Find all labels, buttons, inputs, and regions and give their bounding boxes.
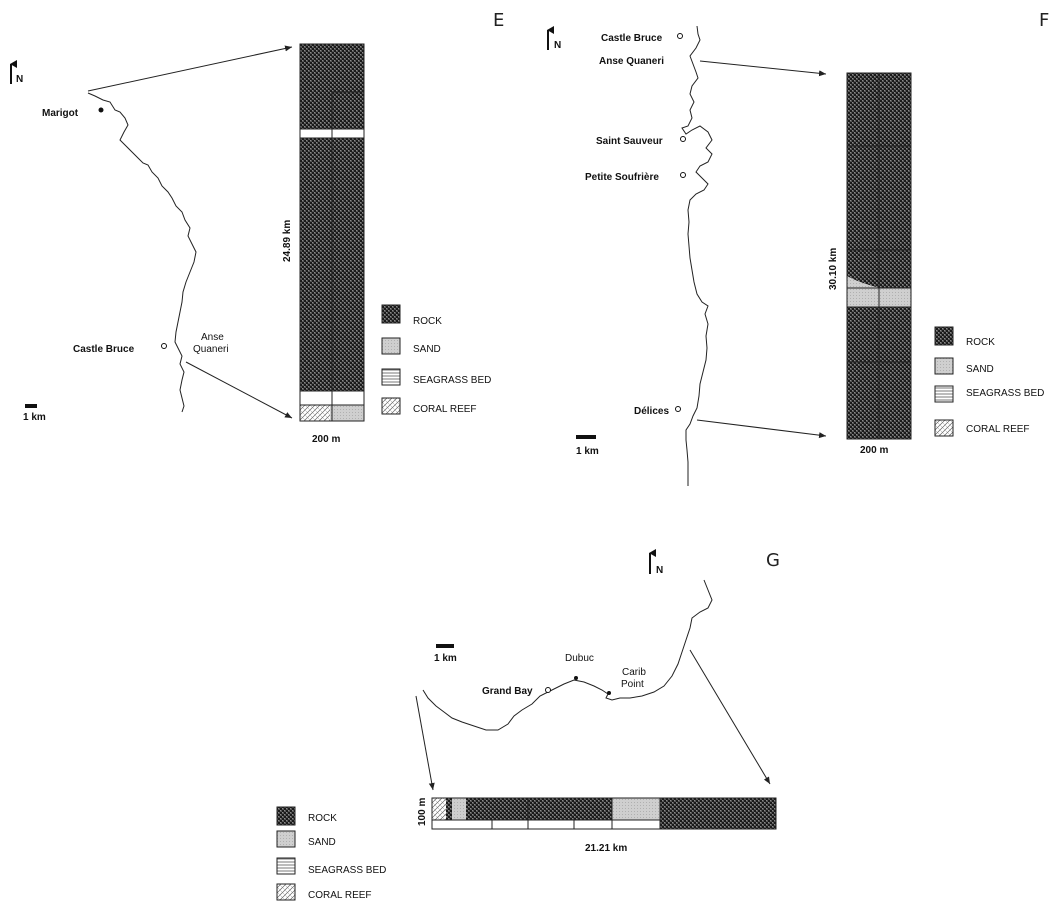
castle-bruce-label-e: Castle Bruce <box>73 344 135 355</box>
scale-bar-f: 1 km <box>576 435 599 457</box>
leader-arrow-f-bottom <box>696 419 827 439</box>
castle-bruce-dot-f <box>677 33 683 39</box>
legend-e-seagrass-label: SEAGRASS BED <box>413 375 491 386</box>
panel-g-letter: G <box>766 550 780 571</box>
north-label-f: N <box>554 40 561 51</box>
grand-bay-label: Grand Bay <box>482 686 533 697</box>
north-arrow-f: N <box>547 26 561 51</box>
legend-e-rock-swatch <box>381 304 401 324</box>
marigot-label: Marigot <box>42 108 79 119</box>
legend-g-sand-swatch <box>276 830 296 848</box>
saint-sauveur-dot <box>680 136 686 142</box>
leader-arrow-f-top <box>699 60 827 77</box>
strip-f-width-label: 200 m <box>860 445 888 456</box>
strip-f-length-label: 30.10 km <box>828 248 839 290</box>
petite-soufriere-label: Petite Soufrière <box>585 172 659 183</box>
legend-f-coral-label: CORAL REEF <box>966 424 1030 435</box>
panel-e: E N Marigot Castle Bruce Anse Quaneri 1 … <box>10 10 504 445</box>
carib-point-dot <box>607 691 611 695</box>
legend-f-seagrass-label: SEAGRASS BED <box>966 388 1044 399</box>
saint-sauveur-label: Saint Sauveur <box>596 136 663 147</box>
scale-bar-icon <box>25 404 37 408</box>
legend-g-coral-swatch <box>276 883 296 901</box>
strip-g-sand-2 <box>612 798 660 820</box>
north-label-e: N <box>16 74 23 85</box>
panel-g: G N Grand Bay Dubuc Carib Point 1 km <box>276 549 780 901</box>
legend-f-seagrass-swatch <box>934 385 954 403</box>
legend-f-coral-swatch <box>934 419 954 437</box>
legend-e-seagrass-swatch <box>381 368 401 386</box>
strip-g-rock-2 <box>466 798 612 820</box>
scale-label-g: 1 km <box>434 653 457 664</box>
delices-label: Délices <box>634 406 669 417</box>
legend-g-sand-label: SAND <box>308 837 336 848</box>
panel-f-letter: F <box>1039 10 1049 31</box>
strip-g-coral <box>432 798 446 820</box>
scale-bar-g: 1 km <box>434 644 457 664</box>
legend-g-rock-label: ROCK <box>308 813 337 824</box>
north-label-g: N <box>656 565 663 576</box>
habitat-strip-f <box>846 72 912 440</box>
legend-e-coral-label: CORAL REEF <box>413 404 477 415</box>
legend-g-coral-label: CORAL REEF <box>308 890 372 901</box>
legend-e-sand-label: SAND <box>413 344 441 355</box>
legend-g: ROCK SAND SEAGRASS BED CORAL REEF <box>276 806 386 901</box>
scale-bar-icon <box>436 644 454 648</box>
petite-soufriere-dot <box>680 172 686 178</box>
scale-label-f: 1 km <box>576 446 599 457</box>
strip-e-coral <box>300 405 330 421</box>
legend-g-seagrass-swatch <box>276 857 296 875</box>
habitat-strip-e <box>299 43 365 422</box>
legend-e-coral-swatch <box>381 397 401 415</box>
leader-arrow-e-top <box>87 45 293 92</box>
leader-arrow-g-right <box>689 649 771 785</box>
legend-f: ROCK SAND SEAGRASS BED CORAL REEF <box>934 326 1044 437</box>
grand-bay-dot <box>545 687 551 693</box>
strip-f-sand-wedge <box>847 276 880 288</box>
legend-f-rock-swatch <box>934 326 954 346</box>
dubuc-label: Dubuc <box>565 653 594 664</box>
leader-arrow-g-left <box>415 695 435 791</box>
strip-g-length-label: 21.21 km <box>585 843 627 854</box>
scale-label-e: 1 km <box>23 412 46 423</box>
legend-f-sand-label: SAND <box>966 364 994 375</box>
legend-e-rock-label: ROCK <box>413 316 442 327</box>
north-arrow-e: N <box>10 60 23 85</box>
legend-f-rock-label: ROCK <box>966 337 995 348</box>
legend-f-sand-swatch <box>934 357 954 375</box>
strip-g-rock-3 <box>660 798 776 829</box>
point-label: Point <box>621 679 644 690</box>
anse-quaneri-label-f: Anse Quaneri <box>599 56 664 67</box>
anse-label-e: Anse <box>201 332 224 343</box>
legend-e: ROCK SAND SEAGRASS BED CORAL REEF <box>381 304 491 415</box>
leader-arrow-e-bottom <box>185 361 293 419</box>
castle-bruce-dot-e <box>161 343 167 349</box>
panel-f: F N Castle Bruce Anse Quaneri Saint Sauv… <box>547 10 1049 486</box>
strip-e-length-label: 24.89 km <box>282 220 293 262</box>
coastline-g <box>422 579 713 731</box>
dubuc-dot <box>574 676 578 680</box>
habitat-strip-g <box>431 797 777 830</box>
north-arrow-g: N <box>649 549 663 576</box>
coastline-e <box>87 92 197 413</box>
castle-bruce-label-f: Castle Bruce <box>601 33 663 44</box>
quaneri-label-e: Quaneri <box>193 344 229 355</box>
delices-dot <box>675 406 681 412</box>
strip-e-sand <box>330 405 364 421</box>
scale-bar-icon <box>576 435 596 439</box>
strip-g-gap <box>432 820 660 829</box>
legend-g-seagrass-label: SEAGRASS BED <box>308 865 386 876</box>
marigot-dot <box>98 107 104 113</box>
carib-label: Carib <box>622 667 646 678</box>
panel-e-letter: E <box>493 10 504 31</box>
strip-g-sand-1 <box>452 798 466 820</box>
legend-g-rock-swatch <box>276 806 296 826</box>
strip-g-width-label: 100 m <box>417 798 428 826</box>
coastline-f <box>681 25 713 486</box>
legend-e-sand-swatch <box>381 337 401 355</box>
scale-bar-e: 1 km <box>23 404 46 423</box>
strip-e-width-label: 200 m <box>312 434 340 445</box>
